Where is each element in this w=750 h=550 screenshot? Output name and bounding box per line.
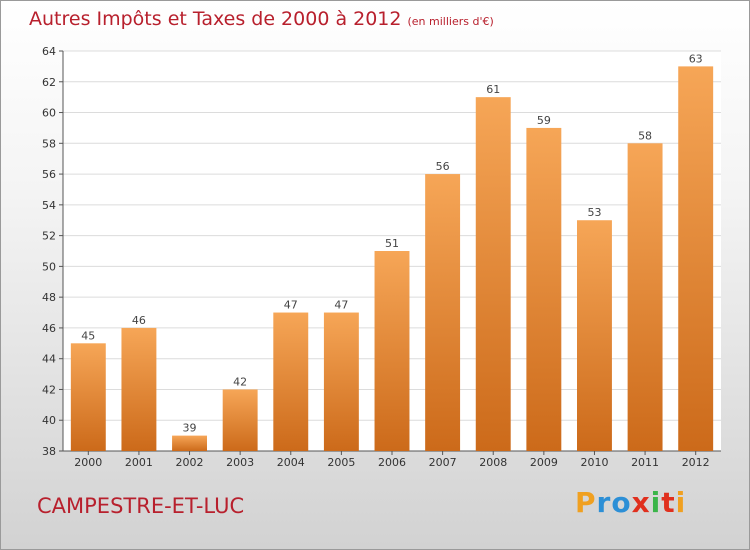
y-tick-label: 64 (42, 45, 56, 58)
y-tick-label: 50 (42, 260, 56, 273)
bar-value-label: 47 (284, 299, 298, 312)
x-tick-label: 2005 (327, 456, 355, 469)
x-tick-label: 2004 (277, 456, 305, 469)
bar (627, 143, 663, 452)
y-tick-label: 54 (42, 199, 56, 212)
x-tick-label: 2009 (530, 456, 558, 469)
x-tick-label: 2008 (479, 456, 507, 469)
y-tick-label: 56 (42, 168, 56, 181)
logo-letter: x (631, 486, 651, 519)
place-name: CAMPESTRE-ET-LUC (37, 494, 245, 518)
bar-value-label: 39 (183, 422, 197, 435)
bar (576, 220, 612, 451)
chart-subtitle: (en milliers d'€) (407, 15, 494, 28)
bar (425, 174, 461, 452)
bar-value-label: 47 (334, 299, 348, 312)
bar (374, 251, 410, 451)
bar-value-label: 61 (486, 83, 500, 96)
bar-value-label: 42 (233, 375, 247, 388)
x-tick-label: 2012 (682, 456, 710, 469)
bar-value-label: 56 (436, 160, 450, 173)
bar-value-label: 58 (638, 129, 652, 142)
y-tick-label: 48 (42, 291, 56, 304)
chart-title-text: Autres Impôts et Taxes de 2000 à 2012 (29, 8, 402, 30)
y-tick-label: 58 (42, 137, 56, 150)
x-tick-label: 2007 (429, 456, 457, 469)
bar (172, 435, 208, 451)
y-tick-label: 42 (42, 383, 56, 396)
bar (222, 389, 258, 451)
y-tick-label: 46 (42, 322, 56, 335)
logo-letter: i (675, 486, 687, 519)
y-tick-label: 44 (42, 353, 56, 366)
bar-value-label: 63 (689, 52, 703, 65)
logo-letter: P (575, 486, 597, 519)
x-tick-label: 2003 (226, 456, 254, 469)
logo-letter: t (661, 486, 676, 519)
bar-value-label: 51 (385, 237, 399, 250)
bar (323, 312, 359, 451)
y-tick-label: 62 (42, 76, 56, 89)
y-tick-label: 38 (42, 445, 56, 458)
bar-value-label: 59 (537, 114, 551, 127)
x-tick-label: 2010 (580, 456, 608, 469)
y-tick-label: 40 (42, 414, 56, 427)
x-tick-label: 2006 (378, 456, 406, 469)
bar-value-label: 46 (132, 314, 146, 327)
x-tick-label: 2002 (176, 456, 204, 469)
bar (475, 97, 511, 452)
x-tick-label: 2000 (74, 456, 102, 469)
bar (678, 66, 714, 451)
y-tick-label: 52 (42, 230, 56, 243)
x-tick-label: 2011 (631, 456, 659, 469)
bar (70, 343, 106, 451)
x-tick-label: 2001 (125, 456, 153, 469)
bar-value-label: 53 (587, 206, 601, 219)
logo-letter: r (596, 486, 612, 519)
logo-letter: i (650, 486, 662, 519)
bar (121, 327, 157, 451)
chart-title: Autres Impôts et Taxes de 2000 à 2012 (en… (29, 8, 494, 30)
bar (273, 312, 309, 451)
logo-letter: o (611, 486, 632, 519)
proxiti-logo: Proxiti (575, 486, 686, 519)
bar-value-label: 45 (81, 329, 95, 342)
bar (526, 127, 562, 451)
y-tick-label: 60 (42, 107, 56, 120)
